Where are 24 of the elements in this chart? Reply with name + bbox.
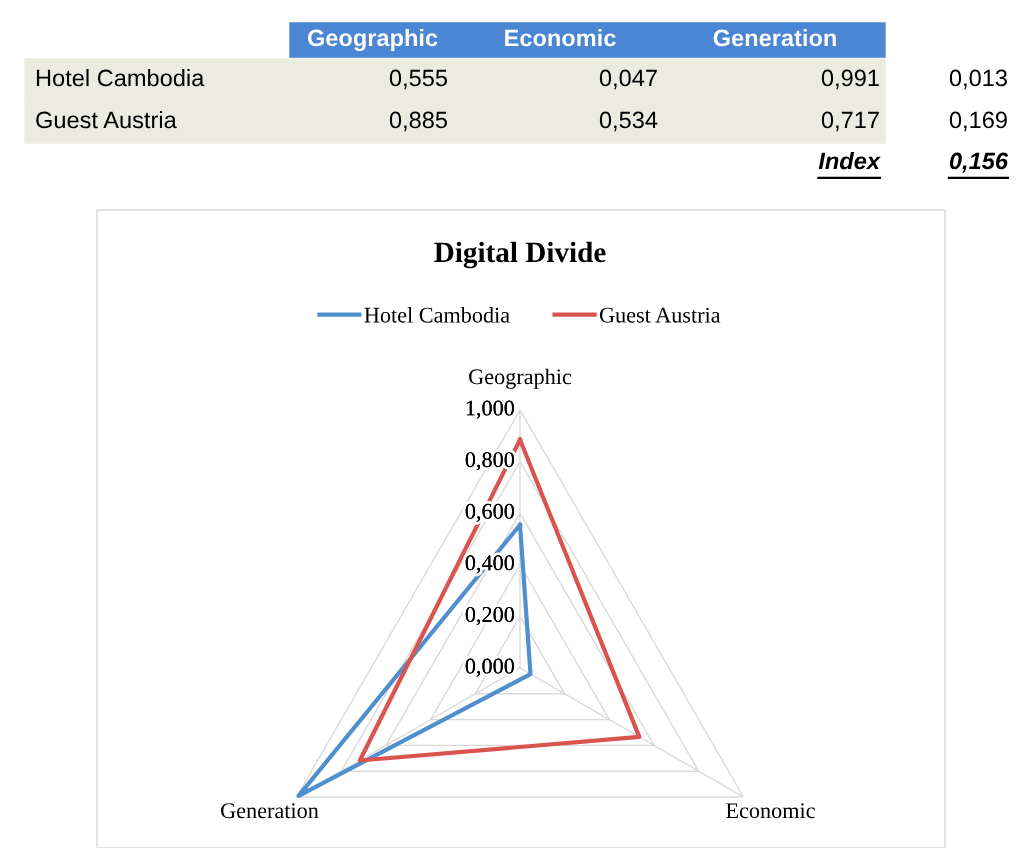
legend-label: Hotel Cambodia (364, 306, 510, 323)
text: 0,555 (389, 69, 448, 90)
y-tick-label: 1,000 (466, 400, 514, 419)
text: Index (818, 152, 881, 170)
category-label: Economic (505, 29, 616, 47)
text: 0,717 (821, 111, 879, 132)
y-tick-label: 0,000 (465, 658, 514, 677)
category-label: Geographic (307, 28, 438, 52)
chart-title: Digital Divide (434, 241, 606, 269)
text: Hotel Cambodia (36, 69, 205, 87)
text: 0,169 (949, 111, 1007, 132)
text: 0,991 (821, 69, 879, 90)
spoke-label: Generation (221, 803, 319, 819)
text: Guest Austria (36, 111, 177, 129)
y-tick-label: 0,200 (465, 606, 514, 626)
text: 0,013 (949, 69, 1007, 90)
text: 0,156 (949, 152, 1009, 173)
category-label: Generation (713, 29, 836, 47)
legend-label: Guest Austria (599, 307, 721, 323)
spoke-label: Geographic (469, 368, 572, 389)
text: 0,885 (389, 111, 448, 132)
spoke-label: Economic (726, 803, 815, 819)
text: 0,534 (599, 111, 658, 132)
text: 0,047 (599, 69, 657, 90)
